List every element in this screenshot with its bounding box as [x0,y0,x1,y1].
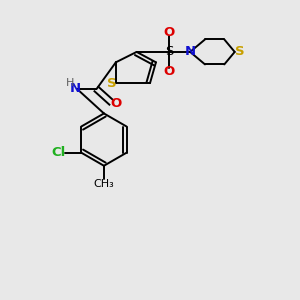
Text: O: O [110,97,121,110]
Text: S: S [165,45,173,58]
Text: S: S [106,76,116,90]
Text: N: N [184,45,196,58]
Text: CH₃: CH₃ [94,179,114,190]
Text: O: O [164,26,175,38]
Text: O: O [164,65,175,78]
Text: S: S [235,45,245,58]
Text: Cl: Cl [52,146,66,159]
Text: N: N [70,82,81,95]
Text: H: H [66,77,74,88]
